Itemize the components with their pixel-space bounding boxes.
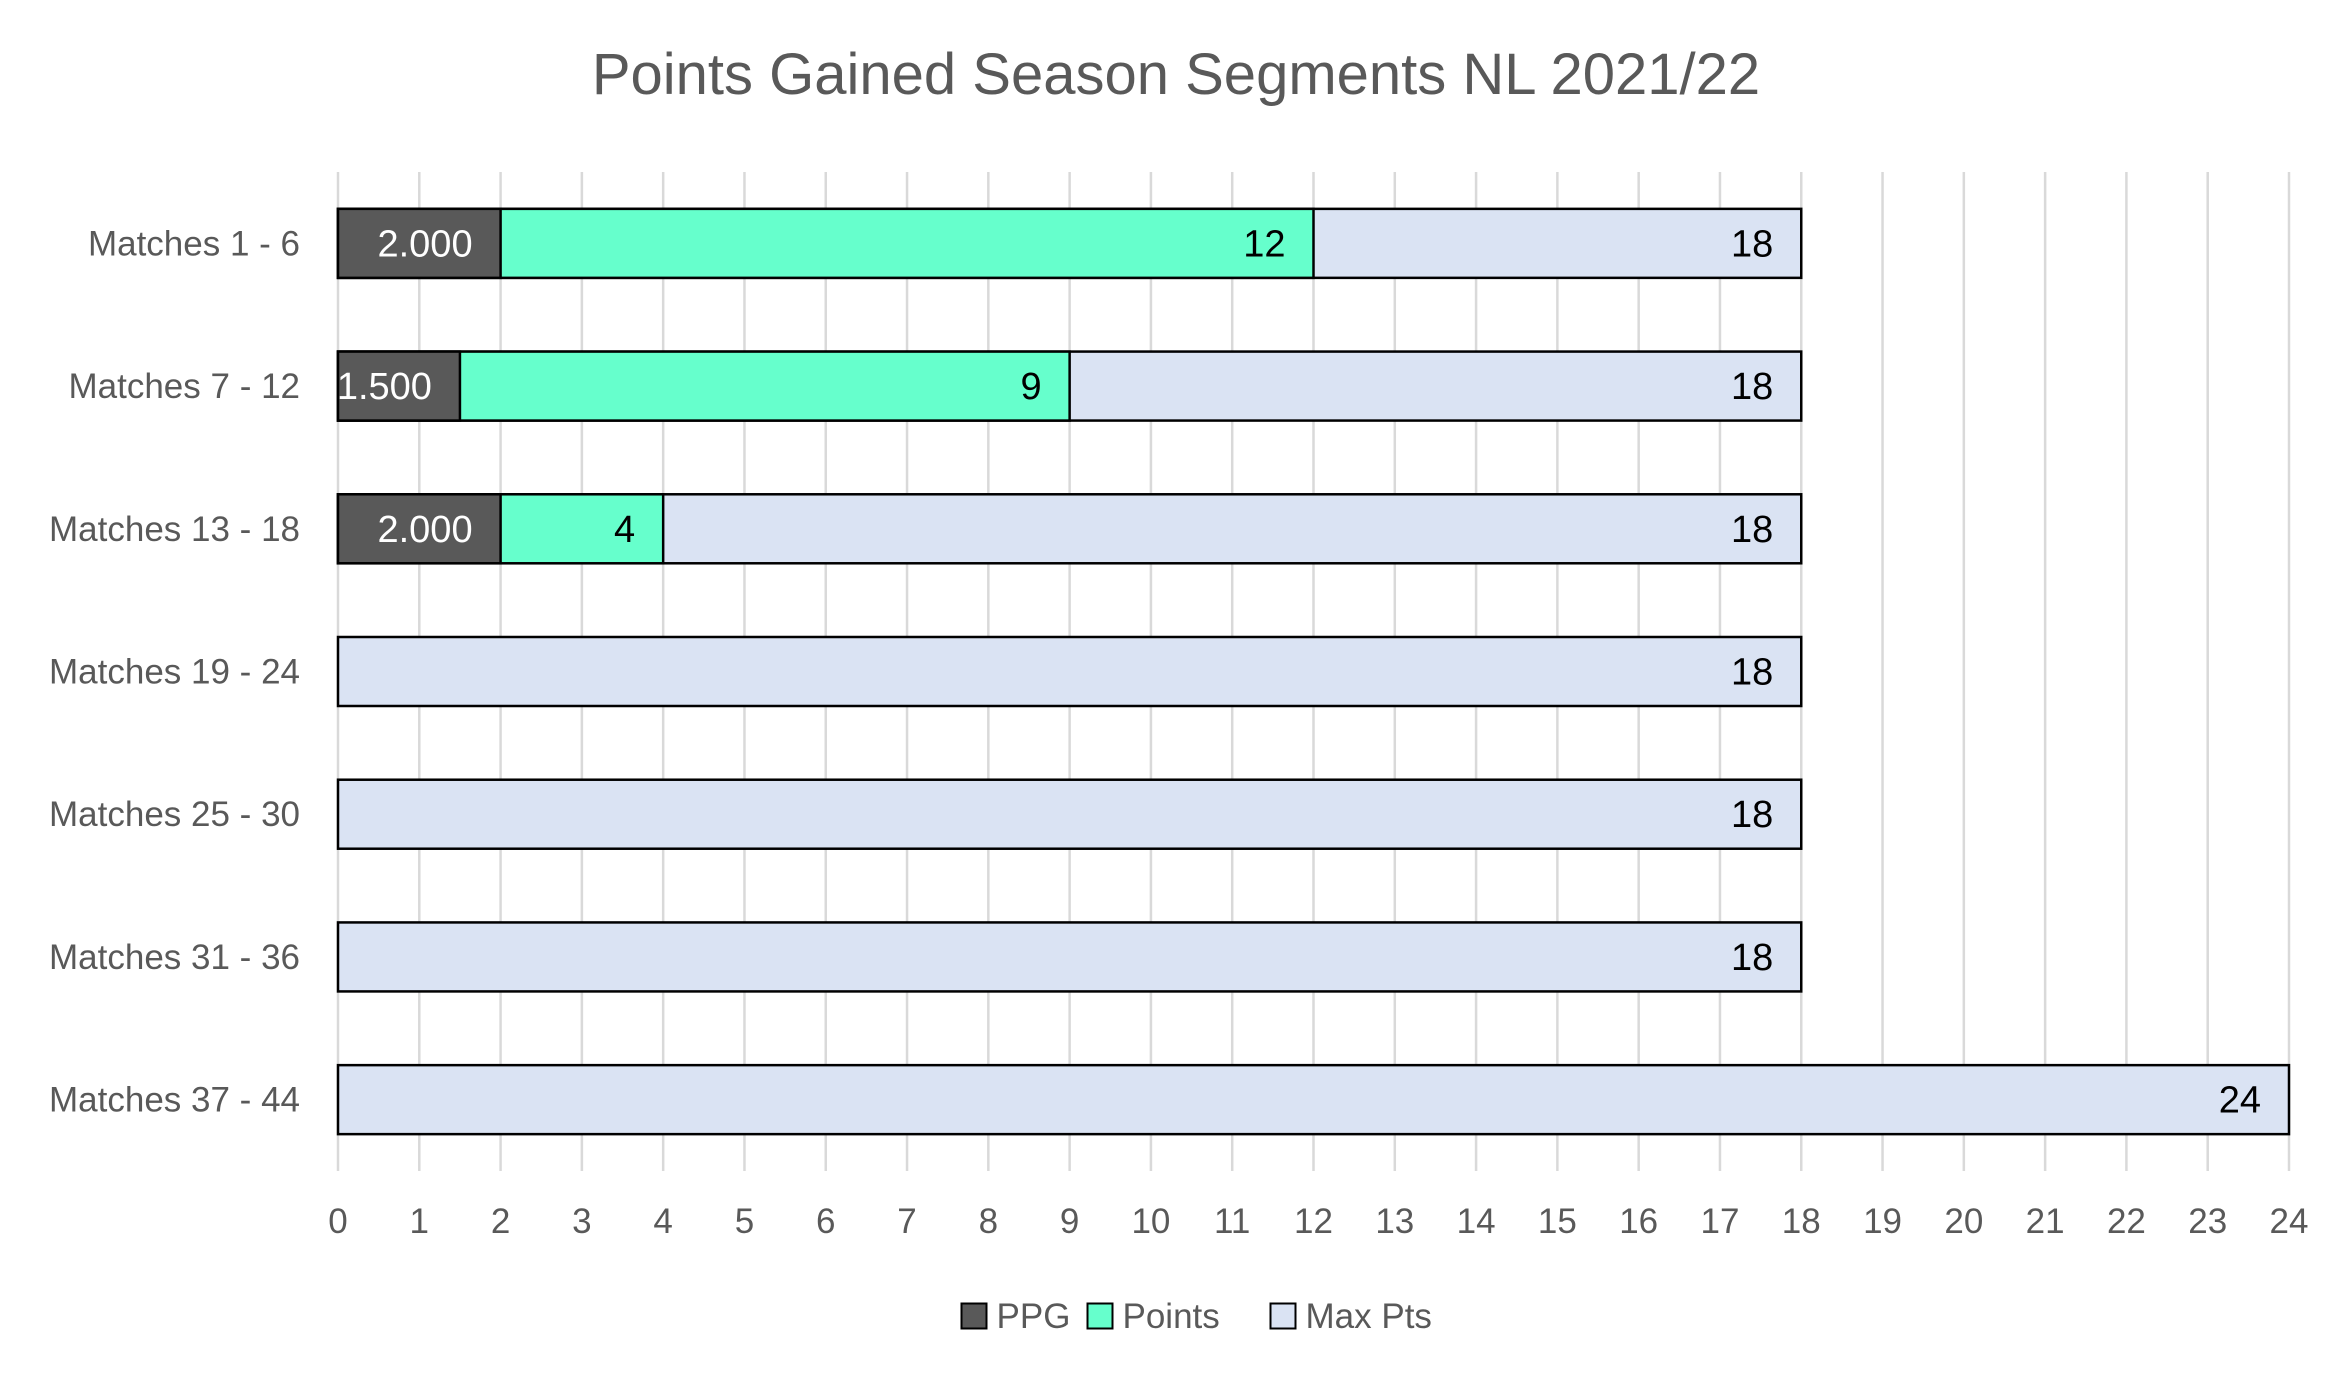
x-tick-label-6: 6 xyxy=(816,1202,835,1241)
category-label-2: Matches 13 - 18 xyxy=(49,510,300,549)
x-tick-label-23: 23 xyxy=(2188,1202,2227,1241)
data-label-max-pts-6: 24 xyxy=(2219,1080,2261,1122)
category-label-0: Matches 1 - 6 xyxy=(88,224,300,263)
x-tick-label-5: 5 xyxy=(735,1202,754,1241)
category-label-4: Matches 25 - 30 xyxy=(49,795,300,834)
data-label-points-1: 9 xyxy=(1020,366,1041,408)
x-tick-label-20: 20 xyxy=(1944,1202,1983,1241)
data-label-max-pts-2: 18 xyxy=(1731,509,1773,551)
legend-swatch-points xyxy=(1086,1302,1114,1330)
bar-max-pts-6 xyxy=(336,1063,2291,1136)
x-tick-label-17: 17 xyxy=(1700,1202,1739,1241)
legend-swatch-max-pts xyxy=(1269,1302,1297,1330)
legend-swatch-ppg xyxy=(960,1302,988,1330)
data-label-max-pts-0: 18 xyxy=(1731,223,1773,265)
bar-ppg-1 xyxy=(336,350,462,422)
data-label-ppg-0: 2.000 xyxy=(377,223,472,265)
x-tick-label-1: 1 xyxy=(410,1202,429,1241)
data-label-max-pts-3: 18 xyxy=(1731,652,1773,694)
category-label-5: Matches 31 - 36 xyxy=(49,938,300,977)
x-tick-label-19: 19 xyxy=(1863,1202,1902,1241)
data-label-ppg-2: 2.000 xyxy=(377,509,472,551)
x-tick-label-0: 0 xyxy=(328,1202,347,1241)
category-label-6: Matches 37 - 44 xyxy=(49,1081,300,1120)
x-tick-label-4: 4 xyxy=(653,1202,672,1241)
data-label-points-0: 12 xyxy=(1243,223,1285,265)
bars: 18 18 18 18 18 18 24 12 9 4 2.000 1.500 2.000 xyxy=(336,207,2291,1136)
x-tick-label-8: 8 xyxy=(979,1202,998,1241)
legend-label-max-pts: Max Pts xyxy=(1306,1297,1432,1336)
x-tick-label-3: 3 xyxy=(572,1202,591,1241)
category-label-3: Matches 19 - 24 xyxy=(49,653,300,692)
x-tick-label-2: 2 xyxy=(491,1202,510,1241)
bar-max-pts-3 xyxy=(336,635,1803,708)
x-tick-label-16: 16 xyxy=(1619,1202,1658,1241)
x-tick-label-7: 7 xyxy=(897,1202,916,1241)
category-labels: Matches 1 - 6 Matches 7 - 12 Matches 13 - … xyxy=(49,224,300,1119)
data-label-ppg-1: 1.500 xyxy=(337,366,432,408)
data-label-points-2: 4 xyxy=(614,509,635,551)
category-label-1: Matches 7 - 12 xyxy=(69,367,301,406)
x-tick-label-9: 9 xyxy=(1060,1202,1079,1241)
data-label-max-pts-1: 18 xyxy=(1731,366,1773,408)
x-tick-label-12: 12 xyxy=(1294,1202,1333,1241)
x-tick-label-24: 24 xyxy=(2270,1202,2309,1241)
bar-ppg-2 xyxy=(336,493,502,565)
x-tick-label-13: 13 xyxy=(1375,1202,1414,1241)
x-axis-tick-labels: 0 1 2 3 4 5 6 7 8 9 10 11 12 13 14 15 16 17 18 19 20 21 22 23 24 xyxy=(328,1202,2308,1241)
x-tick-label-11: 11 xyxy=(1214,1202,1250,1241)
x-tick-label-14: 14 xyxy=(1457,1202,1496,1241)
x-tick-label-18: 18 xyxy=(1782,1202,1821,1241)
x-tick-label-21: 21 xyxy=(2026,1202,2065,1241)
x-tick-label-15: 15 xyxy=(1538,1202,1577,1241)
legend: PPG Points Max Pts xyxy=(960,1297,1432,1336)
legend-label-ppg: PPG xyxy=(997,1297,1071,1336)
x-tick-label-10: 10 xyxy=(1131,1202,1170,1241)
data-label-max-pts-5: 18 xyxy=(1731,937,1773,979)
legend-label-points: Points xyxy=(1123,1297,1220,1336)
chart-title: Points Gained Season Segments NL 2021/22 xyxy=(592,42,1760,107)
x-tick-label-22: 22 xyxy=(2107,1202,2146,1241)
bar-max-pts-5 xyxy=(336,921,1803,993)
bar-ppg-0 xyxy=(336,207,502,280)
data-label-max-pts-4: 18 xyxy=(1731,794,1773,836)
bar-max-pts-4 xyxy=(336,778,1803,850)
